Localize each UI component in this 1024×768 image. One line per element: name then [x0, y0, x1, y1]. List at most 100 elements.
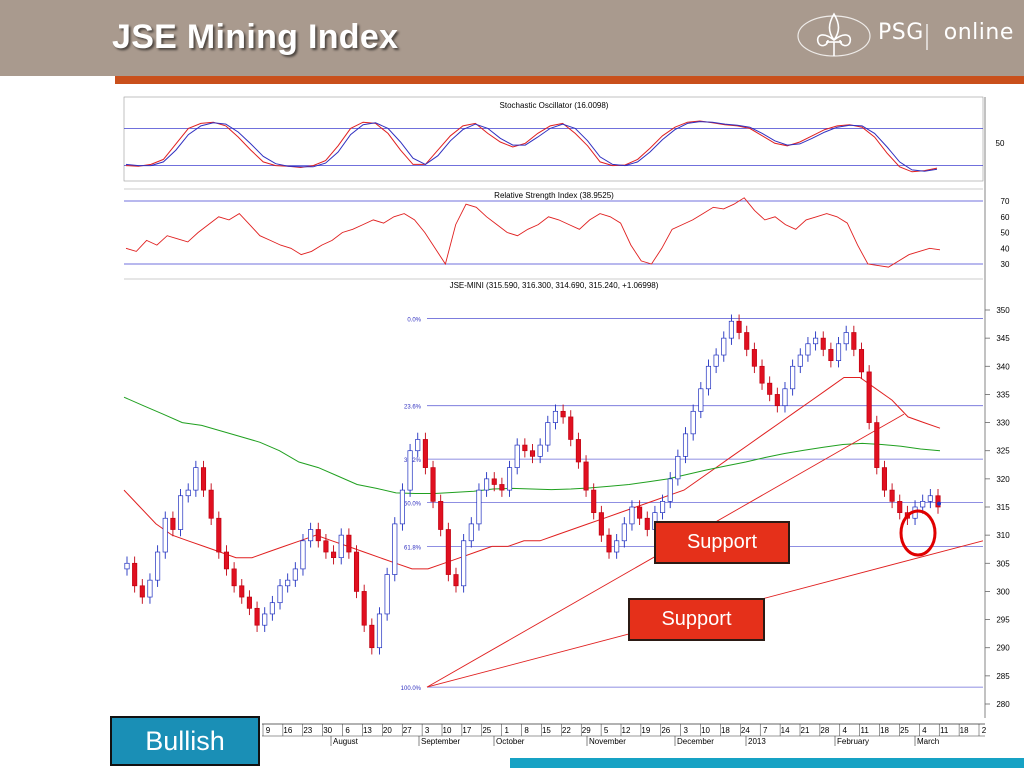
price-candle	[407, 443, 413, 497]
x-tick-label: 11	[861, 726, 870, 735]
x-month-label: December	[677, 737, 714, 746]
candle-body	[835, 343, 842, 362]
candle-body	[560, 410, 566, 418]
candle-body	[805, 343, 811, 356]
x-tick-label: 4	[922, 726, 927, 735]
price-candle	[170, 511, 176, 537]
price-candle	[139, 579, 145, 604]
candle-body	[407, 450, 413, 491]
price-candle	[606, 528, 612, 559]
candle-body	[392, 523, 398, 575]
price-candle	[660, 494, 666, 520]
price-candle	[231, 562, 237, 593]
candle-body	[935, 495, 941, 508]
candle-body	[813, 337, 819, 345]
price-title: JSE-MINI (315.590, 316.300, 314.690, 315…	[450, 281, 659, 290]
price-candle	[881, 460, 887, 497]
price-candle	[843, 325, 849, 351]
candle-body	[897, 501, 903, 513]
price-tick-label: 320	[996, 475, 1010, 484]
candle-body	[591, 489, 597, 513]
x-month-label: November	[589, 737, 626, 746]
candle-body	[124, 562, 130, 570]
candle-body	[453, 574, 459, 587]
price-candle	[744, 325, 750, 357]
price-candle	[239, 579, 245, 604]
candle-body	[927, 495, 933, 502]
price-candle	[315, 522, 321, 548]
price-candle	[552, 404, 559, 430]
fib-level-label: 61.8%	[404, 545, 422, 551]
price-candle	[468, 517, 474, 548]
price-candle	[422, 432, 428, 475]
candle-body	[139, 585, 145, 598]
price-candle	[728, 314, 734, 345]
candle-body	[468, 523, 474, 542]
x-tick-label: 3	[683, 726, 688, 735]
price-candle	[522, 438, 528, 458]
x-tick-label: 21	[801, 726, 810, 735]
x-tick-label: 4	[843, 726, 848, 735]
x-tick-label: 13	[363, 726, 372, 735]
footer-bar	[510, 758, 1024, 768]
candle-body	[920, 501, 926, 508]
price-candle	[721, 331, 727, 362]
price-candle	[759, 359, 765, 390]
candle-body	[162, 517, 168, 553]
candle-body	[384, 574, 390, 615]
candle-body	[178, 495, 184, 530]
price-candle	[828, 342, 834, 368]
price-candle	[751, 342, 757, 374]
support-callout-upper: Support	[654, 521, 790, 564]
candle-body	[858, 349, 865, 373]
price-candle	[644, 511, 650, 537]
x-tick-label: 22	[562, 726, 571, 735]
price-candle	[667, 472, 673, 509]
price-candle	[292, 562, 298, 587]
candle-body	[660, 501, 666, 513]
price-candle	[132, 556, 138, 593]
x-tick-label: 12	[622, 726, 631, 735]
price-candle	[629, 500, 635, 531]
highlight-circle	[899, 509, 937, 557]
price-candle	[583, 455, 589, 497]
candle-body	[614, 540, 620, 553]
candle-body	[675, 455, 681, 480]
price-candle	[598, 505, 604, 542]
price-candle	[208, 483, 214, 526]
candle-body	[537, 444, 543, 457]
x-tick-label: 28	[820, 726, 829, 735]
candle-body	[499, 484, 505, 491]
x-month-label: March	[917, 737, 939, 746]
price-candle	[369, 618, 375, 655]
candle-body	[881, 467, 887, 491]
price-candle	[246, 590, 252, 616]
candle-body	[292, 568, 298, 581]
candle-body	[889, 489, 895, 502]
candle-body	[583, 461, 589, 491]
candle-body	[269, 602, 275, 615]
price-candle	[537, 438, 543, 464]
x-tick-label: 9	[266, 726, 271, 735]
price-candle	[889, 483, 895, 509]
price-candle	[705, 359, 712, 396]
price-candle	[835, 337, 842, 368]
price-tick-label: 295	[996, 616, 1010, 625]
x-tick-label: 10	[443, 726, 452, 735]
stochastic-series-line	[125, 121, 938, 172]
candle-body	[461, 540, 467, 587]
candle-body	[644, 517, 650, 530]
x-tick-label: 5	[604, 726, 609, 735]
candle-body	[346, 534, 352, 553]
candle-body	[843, 332, 849, 345]
candle-body	[606, 534, 612, 553]
price-candle	[614, 534, 620, 559]
price-candle	[331, 545, 337, 565]
candle-body	[155, 551, 161, 581]
price-candle	[690, 404, 696, 441]
price-candle	[430, 460, 436, 509]
price-candle	[323, 534, 329, 559]
candle-body	[323, 540, 329, 553]
price-candle	[277, 579, 283, 610]
